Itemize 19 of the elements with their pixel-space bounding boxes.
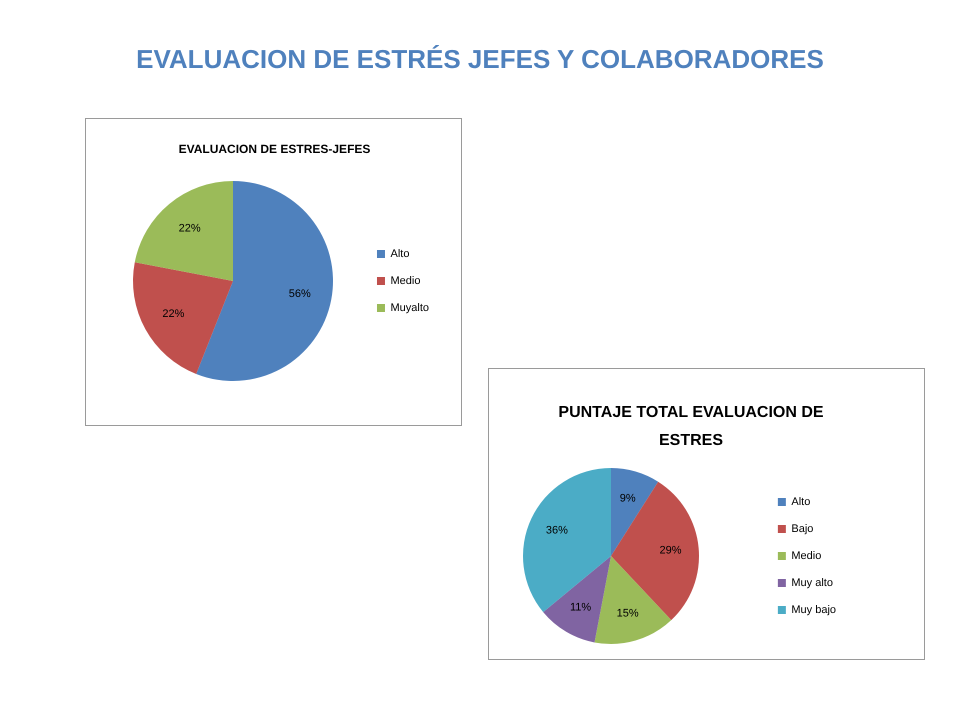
legend-label: Muy alto: [791, 577, 833, 590]
legend-label: Alto: [390, 248, 410, 260]
data-label: 22%: [162, 308, 185, 320]
data-label: 29%: [660, 544, 682, 556]
legend-label: Muy bajo: [791, 604, 836, 616]
data-label: 9%: [620, 492, 636, 505]
data-label: 56%: [288, 288, 312, 300]
data-label: 11%: [570, 602, 592, 614]
data-label: 22%: [178, 222, 201, 235]
data-label: 15%: [616, 607, 639, 620]
data-label: 36%: [546, 524, 568, 537]
text: EVALUACION DE ESTRÉS JEFES Y COLABORADORES: [135, 44, 825, 75]
legend-label: Muyalto: [390, 302, 430, 314]
chart-title: PUNTAJE TOTAL EVALUACION DE ESTRES: [557, 403, 825, 451]
legend-label: Medio: [791, 550, 822, 562]
legend-label: Alto: [791, 496, 810, 508]
legend-label: Bajo: [791, 523, 814, 536]
chart-title: EVALUACION DE ESTRES-JEFES: [178, 141, 372, 158]
legend-label: Medio: [390, 275, 420, 288]
